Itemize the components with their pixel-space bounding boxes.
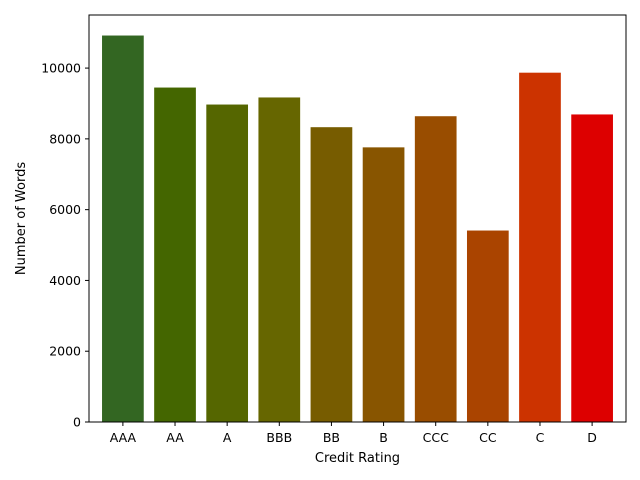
x-axis-ticks: AAA AA A BBB BB B CCC CC C D <box>110 422 597 445</box>
x-tick-label: D <box>587 430 597 445</box>
bar-aa <box>154 87 196 422</box>
y-tick-label: 2000 <box>49 344 81 359</box>
x-tick-label: AA <box>166 430 184 445</box>
bar-cc <box>466 230 509 422</box>
bar-a <box>206 104 249 422</box>
x-tick-label: BB <box>323 430 340 445</box>
x-axis-label: Credit Rating <box>315 451 400 466</box>
bar-d <box>571 114 613 423</box>
bar-c <box>519 72 561 422</box>
plot-frame <box>88 14 627 423</box>
x-tick-label: CC <box>479 430 497 445</box>
y-tick-label: 10000 <box>41 61 81 76</box>
x-tick-label: BBB <box>266 430 292 445</box>
bar-bbb <box>258 97 301 423</box>
bar-b <box>362 147 405 423</box>
bar-ccc <box>414 116 457 423</box>
x-tick-label: C <box>536 430 545 445</box>
bars-group <box>102 35 613 423</box>
x-tick-label: AAA <box>110 430 137 445</box>
y-tick-label: 0 <box>73 415 81 430</box>
x-tick-label: A <box>223 430 232 445</box>
x-tick-label: CCC <box>423 430 449 445</box>
y-tick-label: 8000 <box>49 131 81 146</box>
y-tick-label: 4000 <box>49 273 81 288</box>
x-tick-label: B <box>379 430 388 445</box>
bar-aaa <box>102 35 144 423</box>
y-axis-label: Number of Words <box>14 162 29 275</box>
y-tick-label: 6000 <box>49 202 81 217</box>
y-axis-ticks: 0 2000 4000 6000 8000 10000 <box>41 61 89 430</box>
bar-bb <box>310 127 353 423</box>
